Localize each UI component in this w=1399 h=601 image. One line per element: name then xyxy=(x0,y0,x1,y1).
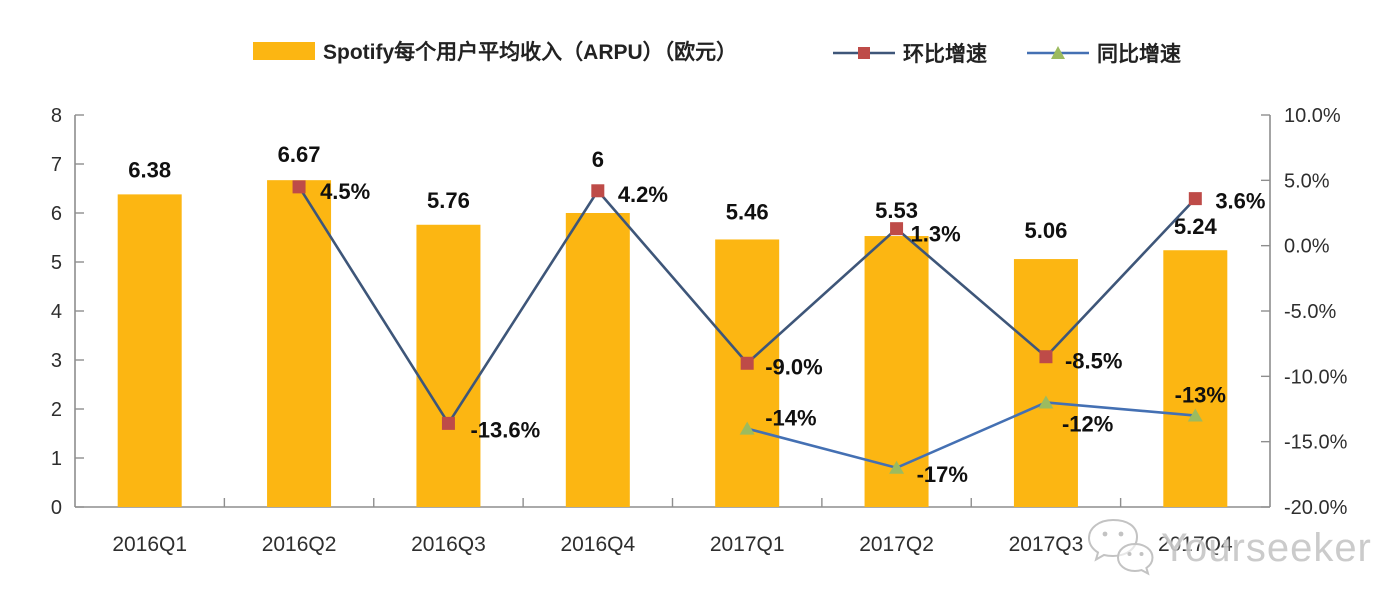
legend-label-qoq: 环比增速 xyxy=(903,43,987,66)
right-axis-tick-label: -20.0% xyxy=(1284,497,1348,519)
bar-value-label: 5.53 xyxy=(875,198,918,223)
legend-label-arpu: Spotify每个用户平均收入（ARPU）（欧元） xyxy=(323,41,738,64)
bar-value-label: 5.06 xyxy=(1025,218,1068,243)
right-axis-tick-label: -5.0% xyxy=(1284,301,1336,323)
x-axis-category-label: 2017Q4 xyxy=(1158,533,1233,556)
yoy-value-label: -17% xyxy=(917,462,968,487)
bar xyxy=(1013,259,1078,507)
qoq-value-label: -13.6% xyxy=(470,417,540,442)
qoq-marker xyxy=(441,416,455,430)
left-axis-tick-label: 8 xyxy=(51,105,62,127)
yoy-value-label: -13% xyxy=(1175,383,1226,408)
legend-item-qoq: 环比增速 xyxy=(833,38,987,68)
left-axis-tick-label: 7 xyxy=(51,154,62,176)
bar-value-label: 5.46 xyxy=(726,199,769,224)
bar-swatch-icon xyxy=(253,42,315,60)
right-axis-tick-label: -10.0% xyxy=(1284,366,1348,388)
line-triangle-swatch-icon xyxy=(1027,46,1089,59)
right-axis-tick-label: 10.0% xyxy=(1284,105,1341,127)
x-axis-category-label: 2017Q1 xyxy=(710,533,785,556)
x-axis-category-label: 2016Q4 xyxy=(560,533,635,556)
qoq-marker xyxy=(292,180,306,194)
left-axis-tick-label: 1 xyxy=(51,448,62,470)
left-axis-tick-label: 3 xyxy=(51,350,62,372)
bar xyxy=(416,224,481,507)
qoq-value-label: 3.6% xyxy=(1215,189,1265,214)
qoq-value-label: -9.0% xyxy=(765,354,822,379)
bar-value-label: 5.76 xyxy=(427,188,470,213)
bar-value-label: 5.24 xyxy=(1174,214,1218,239)
bar-value-label: 6.67 xyxy=(278,142,321,167)
yoy-marker xyxy=(889,460,905,474)
bar xyxy=(1163,250,1228,508)
qoq-value-label: 1.3% xyxy=(911,222,961,247)
left-axis-tick-label: 6 xyxy=(51,203,62,225)
yoy-marker xyxy=(1038,395,1054,409)
x-axis-category-label: 2017Q2 xyxy=(859,533,934,556)
right-axis-tick-label: 0.0% xyxy=(1284,236,1330,258)
left-axis-tick-label: 0 xyxy=(51,497,62,519)
bar xyxy=(565,213,630,507)
qoq-marker xyxy=(1039,350,1053,364)
x-axis-category-label: 2016Q2 xyxy=(262,533,337,556)
bar-value-label: 6.38 xyxy=(128,157,171,182)
legend-label-yoy: 同比增速 xyxy=(1097,43,1181,66)
right-axis-tick-label: 5.0% xyxy=(1284,170,1330,192)
legend-item-yoy: 同比增速 xyxy=(1027,38,1181,68)
qoq-marker xyxy=(1188,192,1202,206)
yoy-line xyxy=(746,401,1196,470)
qoq-marker xyxy=(890,222,904,236)
left-axis-tick-label: 2 xyxy=(51,399,62,421)
chart-legend: Spotify每个用户平均收入（ARPU）（欧元） 环比增速 同比增速 xyxy=(0,36,1399,66)
yoy-value-label: -12% xyxy=(1062,411,1113,436)
bar xyxy=(715,239,780,507)
bar xyxy=(267,180,332,508)
left-axis-tick-label: 4 xyxy=(51,301,62,323)
left-axis-tick-label: 5 xyxy=(51,252,62,274)
right-axis-tick-label: -15.0% xyxy=(1284,432,1348,454)
bar-value-label: 6 xyxy=(592,147,604,172)
line-square-swatch-icon xyxy=(833,47,895,59)
yoy-marker xyxy=(1187,408,1203,422)
qoq-value-label: 4.2% xyxy=(618,182,668,207)
qoq-marker xyxy=(740,356,754,370)
legend-item-arpu: Spotify每个用户平均收入（ARPU）（欧元） xyxy=(253,36,737,66)
qoq-value-label: 4.5% xyxy=(320,179,370,204)
x-axis-category-label: 2017Q3 xyxy=(1009,533,1084,556)
x-axis-category-label: 2016Q3 xyxy=(411,533,486,556)
yoy-value-label: -14% xyxy=(765,406,816,431)
qoq-marker xyxy=(591,184,605,198)
bar xyxy=(117,194,182,507)
yoy-marker xyxy=(739,421,755,435)
qoq-value-label: -8.5% xyxy=(1065,349,1122,374)
x-axis-category-label: 2016Q1 xyxy=(112,533,187,556)
